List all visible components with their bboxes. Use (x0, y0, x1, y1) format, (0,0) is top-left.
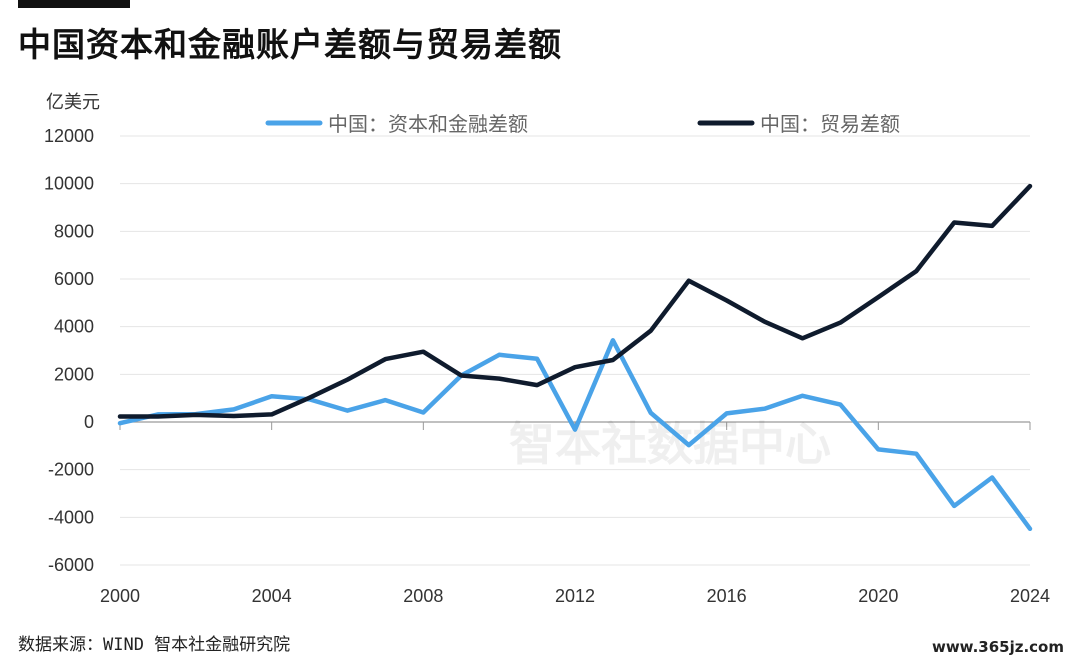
series-line-1 (117, 338, 1033, 532)
x-tick-label: 2004 (252, 586, 292, 606)
y-tick-label: 0 (84, 412, 94, 432)
chart-title: 中国资本和金融账户差额与贸易差额 (18, 25, 562, 64)
y-tick-label: -2000 (48, 460, 94, 480)
x-tick-label: 2020 (858, 586, 898, 606)
watermark-text: 智本社数据中心 (509, 417, 831, 471)
legend-label-1: 中国：资本和金融差额 (328, 112, 528, 136)
y-tick-label: 2000 (54, 364, 94, 384)
y-tick-label: 10000 (44, 174, 94, 194)
x-tick-label: 2012 (555, 586, 595, 606)
y-tick-label: 8000 (54, 221, 94, 241)
y-tick-label: -6000 (48, 555, 94, 575)
x-tick-label: 2008 (403, 586, 443, 606)
series-line-2 (117, 183, 1033, 419)
legend-label-2: 中国：贸易差额 (760, 112, 900, 136)
site-watermark: www.365jz.com (925, 636, 1070, 658)
accent-bar (18, 0, 130, 8)
x-tick-label: 2000 (100, 586, 140, 606)
x-tick-label: 2024 (1010, 586, 1050, 606)
y-tick-label: 4000 (54, 317, 94, 337)
source-note: 数据来源：WIND 智本社金融研究院 (18, 635, 291, 655)
y-tick-label: 12000 (44, 126, 94, 146)
x-tick-label: 2016 (707, 586, 747, 606)
y-axis-unit: 亿美元 (46, 92, 100, 113)
y-tick-label: -4000 (48, 507, 94, 527)
y-tick-label: 6000 (54, 269, 94, 289)
